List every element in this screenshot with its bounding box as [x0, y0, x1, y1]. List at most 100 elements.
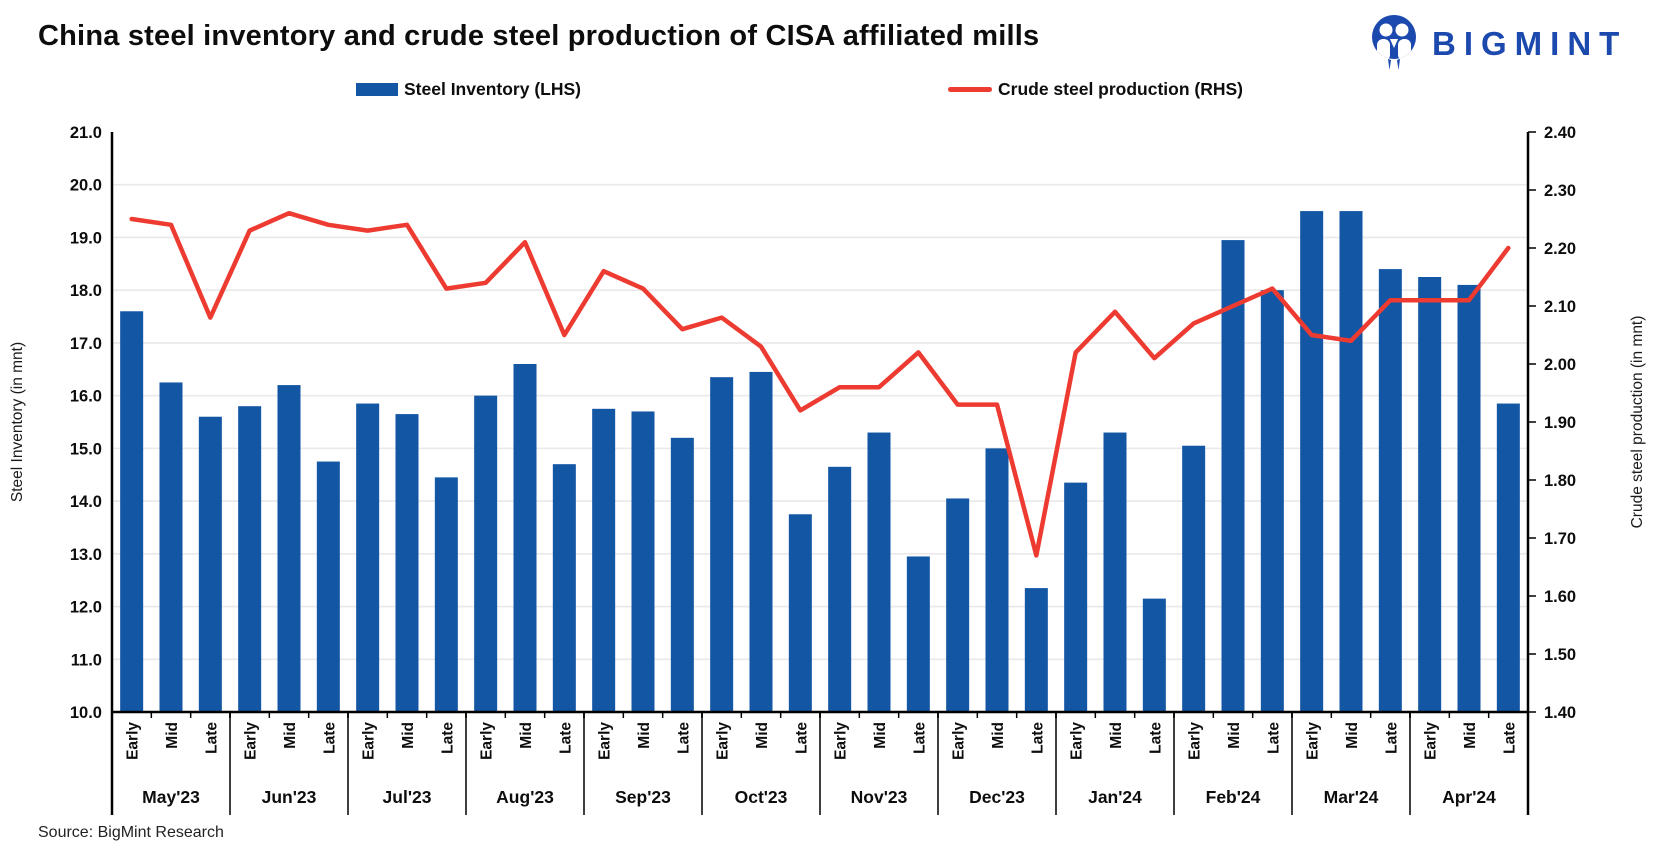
right-tick-label: 2.40 [1544, 124, 1576, 142]
period-label: Mid [872, 722, 889, 749]
period-label: Mid [1226, 722, 1243, 749]
period-label: Early [597, 722, 614, 760]
left-axis-title: Steel Inventory (in mnt) [9, 342, 26, 502]
period-label: Early [479, 722, 496, 760]
period-label: Mid [518, 722, 535, 749]
period-label: Mid [400, 722, 417, 749]
inventory-bar [198, 416, 222, 712]
period-label: Early [833, 722, 850, 760]
period-label: Early [243, 722, 260, 760]
month-label: Jun'23 [262, 787, 317, 807]
month-label: Apr'24 [1442, 787, 1496, 807]
left-tick-label: 18.0 [70, 282, 102, 300]
month-label: Sep'23 [615, 787, 671, 807]
inventory-bar [710, 377, 734, 712]
inventory-bar [238, 406, 262, 712]
bigmint-logo-text: BIGMINT [1432, 25, 1628, 62]
inventory-bar [1457, 284, 1481, 712]
left-tick-label: 21.0 [70, 124, 102, 142]
left-tick-label: 13.0 [70, 546, 102, 564]
inventory-bar [670, 437, 694, 712]
inventory-bar [631, 411, 655, 712]
right-axis-title: Crude steel production (in mnt) [1629, 316, 1646, 529]
left-tick-label: 11.0 [71, 651, 102, 669]
month-label: Aug'23 [496, 787, 554, 807]
inventory-bar [788, 514, 812, 712]
month-label: Jan'24 [1088, 787, 1142, 807]
inventory-bar [277, 385, 301, 712]
right-axis-tick-labels: 2.40 2.30 2.20 2.10 2.00 1.90 1.80 1.70 1.60 1.50… [1544, 124, 1576, 722]
period-label: Late [321, 722, 338, 754]
inventory-bar [1221, 240, 1245, 712]
month-label: Mar'24 [1324, 787, 1379, 807]
inventory-bar [749, 371, 773, 712]
inventory-bar [1496, 403, 1520, 712]
left-tick-label: 10.0 [70, 704, 102, 722]
inventory-bar [906, 556, 930, 712]
month-label: Oct'23 [735, 787, 788, 807]
left-axis-tick-labels: 21.0 20.0 19.0 18.0 17.0 16.0 15.0 14.0 13.0 12.0… [70, 124, 102, 722]
inventory-bar [552, 464, 576, 712]
left-tick-label: 20.0 [70, 177, 102, 195]
period-label: Late [911, 722, 928, 754]
period-label: Mid [1462, 722, 1479, 749]
right-tick-label: 1.90 [1544, 414, 1576, 432]
production-line [129, 210, 1511, 558]
left-tick-label: 14.0 [70, 493, 102, 511]
legend-item-inventory: Steel Inventory (LHS) [356, 78, 581, 100]
inventory-bar [159, 382, 183, 712]
right-tick-label: 1.60 [1544, 588, 1576, 606]
inventory-bar [474, 395, 498, 712]
period-label: Mid [636, 722, 653, 749]
period-label: Early [1069, 722, 1086, 760]
source-note: Source: BigMint Research [38, 824, 224, 841]
left-tick-label: 17.0 [70, 335, 102, 353]
inventory-bar [1142, 598, 1166, 712]
month-label: Feb'24 [1206, 787, 1261, 807]
period-label: Late [675, 722, 692, 754]
period-label: Late [1265, 722, 1282, 754]
inventory-bar [1064, 482, 1088, 712]
inventory-bar [1024, 588, 1048, 712]
period-label: Mid [754, 722, 771, 749]
period-label: Late [1501, 722, 1518, 754]
inventory-legend-swatch [356, 82, 398, 96]
month-labels: May'23 Jun'23 Jul'23 Aug'23 Sep'23 Oct'23 Nov'… [142, 787, 1496, 807]
month-label: Jul'23 [383, 787, 432, 807]
left-tick-label: 12.0 [70, 599, 102, 617]
month-label: Dec'23 [969, 787, 1025, 807]
month-label: May'23 [142, 787, 200, 807]
period-label: Mid [990, 722, 1007, 749]
period-label: Mid [164, 722, 181, 749]
right-tick-label: 1.40 [1544, 704, 1576, 722]
period-label: Late [203, 722, 220, 754]
inventory-bar [316, 461, 340, 712]
period-label: Late [1029, 722, 1046, 754]
inventory-bar [1378, 269, 1402, 712]
inventory-bar [1182, 445, 1206, 712]
inventory-bar [1300, 211, 1324, 712]
period-label: Early [1305, 722, 1322, 760]
production-legend-label: Crude steel production (RHS) [998, 78, 1244, 99]
right-tick-label: 2.20 [1544, 240, 1576, 258]
bigmint-logo: BIGMINT [1368, 12, 1627, 74]
right-tick-label: 2.30 [1544, 182, 1576, 200]
legend-item-production: Crude steel production (RHS) [948, 78, 1243, 100]
right-tick-label: 2.00 [1544, 356, 1576, 374]
left-tick-label: 15.0 [70, 440, 102, 458]
inventory-bar [828, 466, 852, 712]
period-label: Late [1383, 722, 1400, 754]
period-label: Early [125, 722, 142, 760]
inventory-bar [513, 364, 537, 712]
left-tick-label: 16.0 [70, 388, 102, 406]
inventory-bar [1418, 277, 1442, 712]
month-label: Nov'23 [851, 787, 908, 807]
period-label: Late [439, 722, 456, 754]
period-label: Mid [1108, 722, 1125, 749]
bigmint-logo-icon [1372, 15, 1416, 70]
period-label: Mid [282, 722, 299, 749]
inventory-bar [1339, 211, 1363, 712]
inventory-bar [946, 498, 970, 712]
page-title: China steel inventory and crude steel pr… [38, 20, 1040, 52]
inventory-bar [985, 448, 1009, 712]
